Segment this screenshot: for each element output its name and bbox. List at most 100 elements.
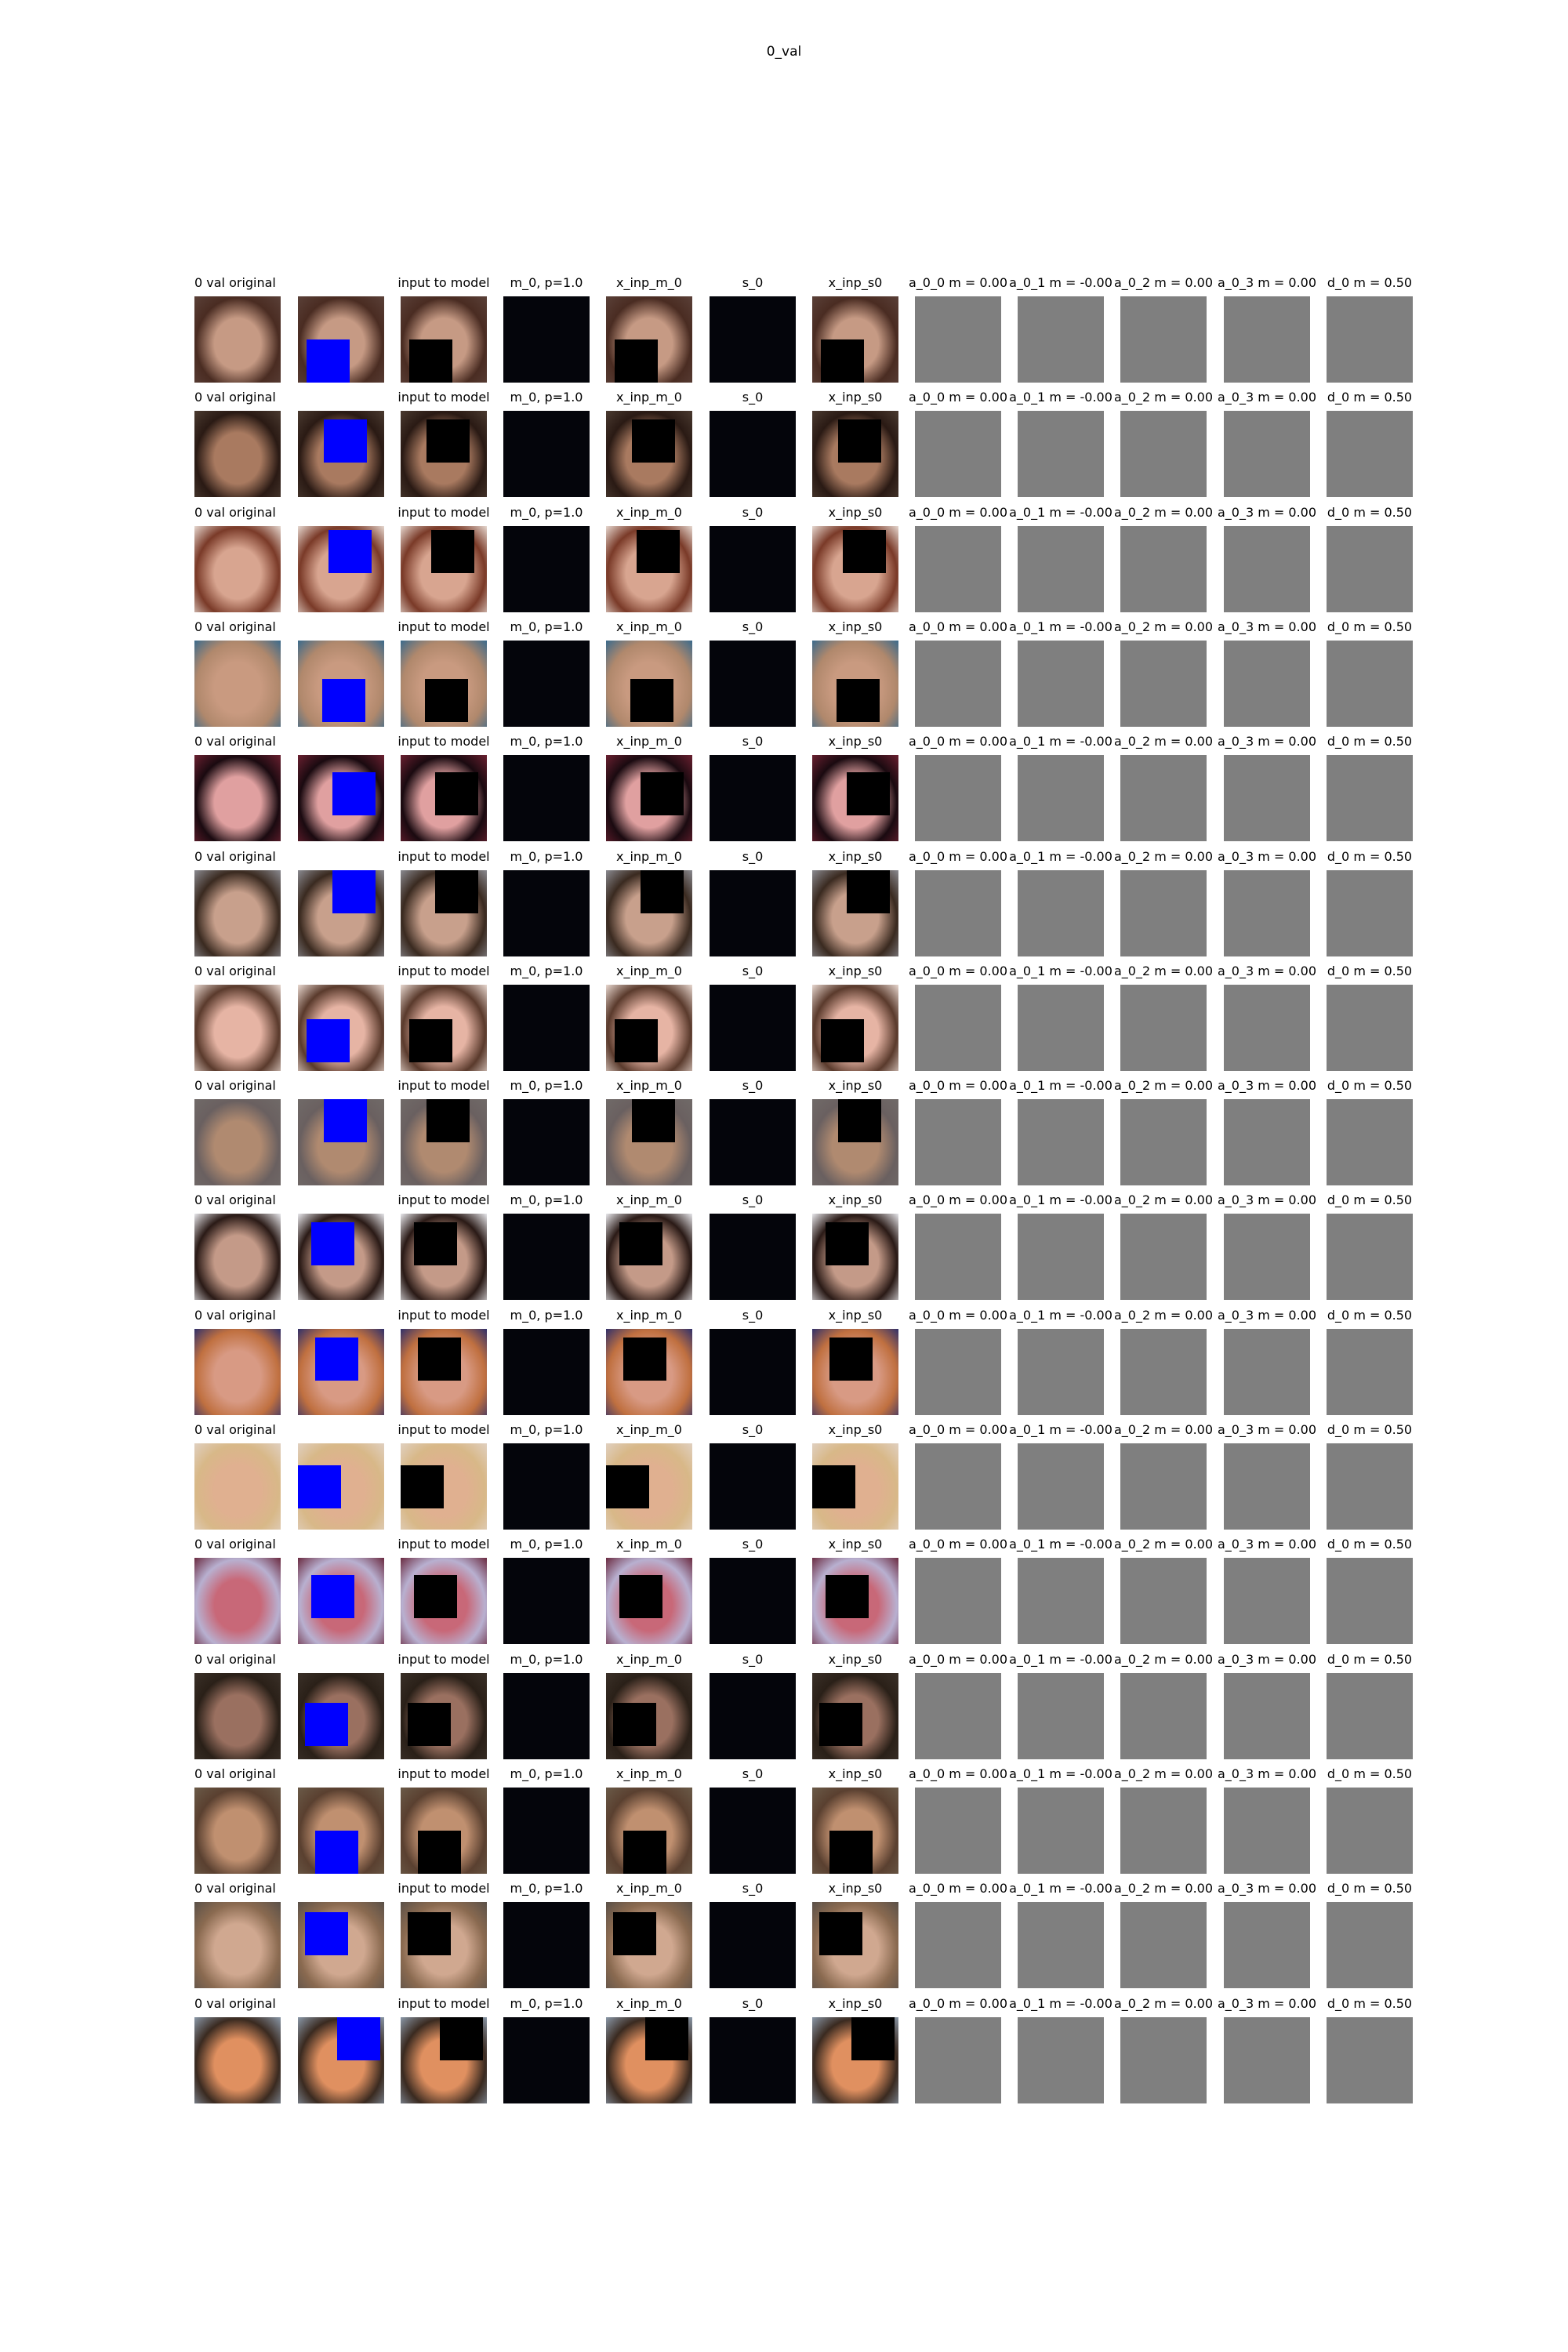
- gray-panel: [1018, 411, 1104, 498]
- masked-region: [644, 2016, 688, 2060]
- masked-region: [641, 869, 684, 913]
- masked-region: [430, 530, 474, 574]
- face-image: [401, 1214, 487, 1301]
- panel-title: a_0_0 m = 0.00: [908, 390, 1008, 405]
- panel-title: x_inp_s0: [828, 1422, 883, 1437]
- panel-title: input to model: [397, 1078, 490, 1094]
- panel-title: d_0 m = 0.50: [1327, 1307, 1413, 1323]
- panel-title: s_0: [742, 1766, 764, 1781]
- masked-region: [407, 1703, 451, 1747]
- face-image: [812, 1902, 898, 1989]
- panel-title: a_0_3 m = 0.00: [1217, 619, 1317, 634]
- gray-panel: [1224, 1902, 1310, 1989]
- panel-title: a_0_2 m = 0.00: [1113, 963, 1214, 978]
- panel-title: 0 val original: [194, 1307, 276, 1323]
- face-image: [812, 525, 898, 612]
- panel-title: a_0_2 m = 0.00: [1113, 734, 1214, 750]
- face-image: [401, 1099, 487, 1186]
- dark-panel: [503, 1558, 590, 1645]
- panel-title: a_0_0 m = 0.00: [908, 1078, 1008, 1094]
- panel-title: input to model: [397, 848, 490, 864]
- face-image: [298, 1328, 384, 1415]
- dark-panel: [710, 755, 796, 842]
- face-image: [298, 525, 384, 612]
- gray-panel: [1018, 2016, 1104, 2103]
- dark-panel: [503, 1328, 590, 1415]
- face-image: [298, 755, 384, 842]
- panel-title: s_0: [742, 734, 764, 750]
- panel-title: a_0_1 m = -0.00: [1009, 504, 1112, 520]
- gray-panel: [1224, 296, 1310, 383]
- panel-title: m_0, p=1.0: [510, 1766, 583, 1781]
- face-image: [812, 1787, 898, 1874]
- gray-panel: [1120, 755, 1207, 842]
- masked-region: [636, 530, 680, 574]
- face-image: [606, 984, 692, 1071]
- gray-panel: [1224, 755, 1310, 842]
- mask-patch: [328, 530, 372, 574]
- panel-title: 0 val original: [194, 1766, 276, 1781]
- face-image: [194, 2016, 281, 2103]
- gray-panel: [1327, 411, 1413, 498]
- dark-panel: [710, 984, 796, 1071]
- dark-panel: [710, 411, 796, 498]
- face-image: [606, 869, 692, 956]
- masked-region: [615, 339, 658, 383]
- panel-title: 0 val original: [194, 504, 276, 520]
- gray-panel: [1120, 2016, 1207, 2103]
- gray-panel: [1224, 1672, 1310, 1759]
- panel-title: 0 val original: [194, 619, 276, 634]
- panel-title: x_inp_s0: [828, 1192, 883, 1208]
- dark-panel: [503, 1902, 590, 1989]
- panel-title: a_0_1 m = -0.00: [1009, 734, 1112, 750]
- mask-patch: [324, 1099, 367, 1143]
- panel-title: a_0_1 m = -0.00: [1009, 1881, 1112, 1896]
- masked-region: [426, 1099, 470, 1143]
- panel-title: s_0: [742, 1307, 764, 1323]
- face-image: [812, 755, 898, 842]
- panel-title: m_0, p=1.0: [510, 963, 583, 978]
- masked-region: [829, 1830, 873, 1874]
- panel-title: a_0_0 m = 0.00: [908, 1995, 1008, 2011]
- gray-panel: [1327, 296, 1413, 383]
- gray-panel: [1018, 755, 1104, 842]
- panel-title: x_inp_m_0: [616, 619, 682, 634]
- mask-patch: [321, 679, 365, 723]
- face-image: [194, 296, 281, 383]
- masked-region: [407, 1912, 451, 1956]
- panel-title: 0 val original: [194, 275, 276, 290]
- panel-title: m_0, p=1.0: [510, 275, 583, 290]
- dark-panel: [503, 1443, 590, 1530]
- face-image: [401, 869, 487, 956]
- panel-title: a_0_2 m = 0.00: [1113, 1995, 1214, 2011]
- panel-title: a_0_1 m = -0.00: [1009, 1307, 1112, 1323]
- face-image: [606, 411, 692, 498]
- masked-region: [619, 1575, 662, 1619]
- gray-panel: [1120, 1558, 1207, 1645]
- masked-region: [847, 772, 890, 816]
- dark-panel: [503, 984, 590, 1071]
- gray-panel: [915, 411, 1001, 498]
- gray-panel: [1327, 2016, 1413, 2103]
- panel-title: s_0: [742, 1651, 764, 1667]
- face-image: [298, 869, 384, 956]
- face-image: [401, 296, 487, 383]
- panel-title: m_0, p=1.0: [510, 619, 583, 634]
- dark-panel: [710, 1558, 796, 1645]
- panel-title: m_0, p=1.0: [510, 1651, 583, 1667]
- mask-patch: [332, 869, 376, 913]
- masked-region: [838, 419, 881, 463]
- panel-title: x_inp_m_0: [616, 1766, 682, 1781]
- gray-panel: [1018, 869, 1104, 956]
- mask-patch: [332, 772, 376, 816]
- gray-panel: [1120, 525, 1207, 612]
- gray-panel: [1224, 525, 1310, 612]
- panel-title: d_0 m = 0.50: [1327, 1422, 1413, 1437]
- gray-panel: [1120, 411, 1207, 498]
- gray-panel: [1224, 1214, 1310, 1301]
- panel-title: a_0_2 m = 0.00: [1113, 390, 1214, 405]
- masked-region: [630, 679, 673, 723]
- panel-title: a_0_1 m = -0.00: [1009, 1192, 1112, 1208]
- panel-title: d_0 m = 0.50: [1327, 1537, 1413, 1552]
- panel-title: s_0: [742, 1881, 764, 1896]
